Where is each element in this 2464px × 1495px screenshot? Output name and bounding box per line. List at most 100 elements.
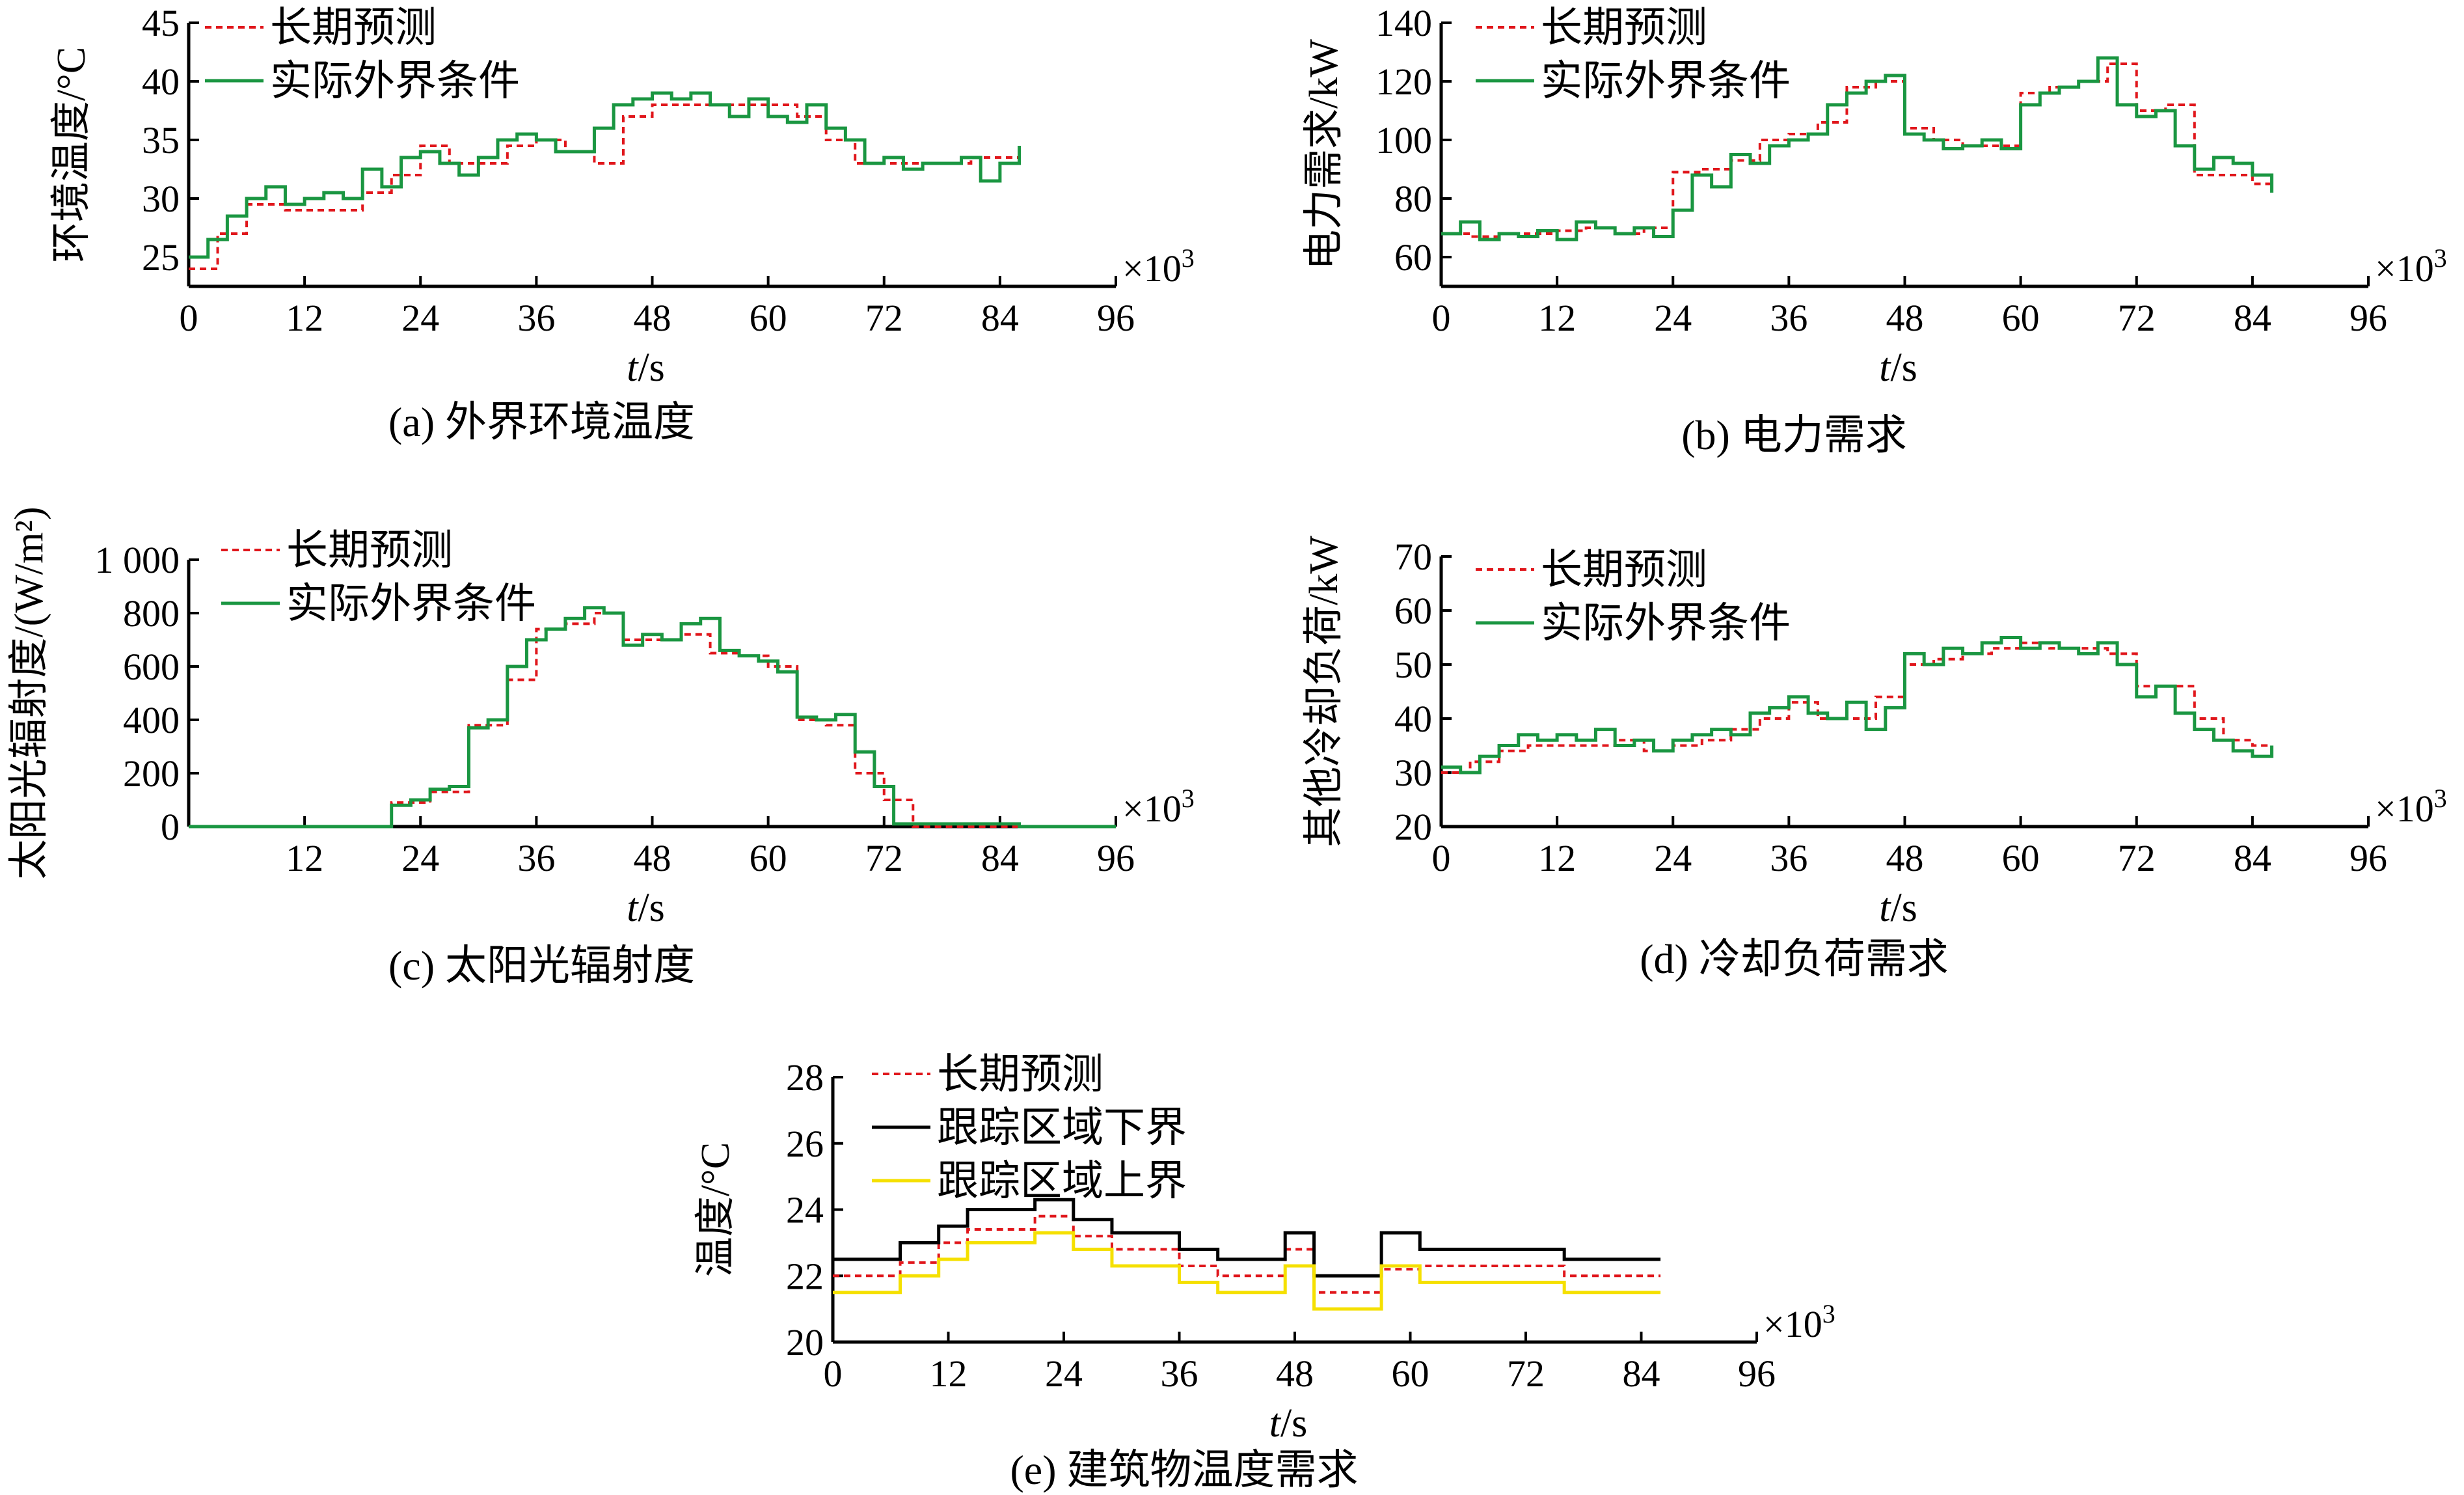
x-tick-label: 48 bbox=[634, 837, 671, 879]
x-axis-label-var: t bbox=[1269, 1401, 1282, 1446]
x-tick-label: 72 bbox=[865, 837, 903, 879]
x-tick-label: 24 bbox=[1045, 1352, 1083, 1395]
x-tick-label: 36 bbox=[517, 297, 555, 339]
x-multiplier-exponent: 3 bbox=[1822, 1299, 1835, 1328]
x-tick-label: 48 bbox=[1886, 837, 1924, 879]
y-tick-label: 600 bbox=[123, 646, 180, 688]
chart-panel-a: 0 12 24 36 48 60 72 84 96 25 30 35 40 45 ×103 t/s 环境温度/°… bbox=[49, 2, 1195, 445]
y-tick-label: 30 bbox=[142, 178, 180, 220]
x-tick-label: 12 bbox=[930, 1352, 968, 1395]
legend-label: 长期预测 bbox=[286, 527, 453, 573]
x-axis-label-var: t bbox=[1879, 886, 1891, 930]
x-tick-label: 96 bbox=[2349, 297, 2387, 339]
x-tick-label: 36 bbox=[1161, 1352, 1198, 1395]
chart-caption: (b) 电力需求 bbox=[1681, 412, 1907, 458]
x-tick-label: 12 bbox=[286, 837, 323, 879]
x-tick-label: 84 bbox=[981, 837, 1019, 879]
x-multiplier-exponent: 3 bbox=[1182, 243, 1195, 273]
x-tick-label: 96 bbox=[1097, 837, 1135, 879]
y-tick-label: 45 bbox=[142, 2, 180, 44]
x-tick-label: 60 bbox=[1392, 1352, 1429, 1395]
x-axis-label-var: t bbox=[1879, 346, 1891, 390]
x-tick-label: 72 bbox=[2118, 837, 2156, 879]
y-tick-label: 35 bbox=[142, 119, 180, 161]
series-line-1 bbox=[1441, 636, 2274, 775]
y-tick-label: 80 bbox=[1394, 178, 1432, 220]
legend-label: 跟踪区域上界 bbox=[937, 1158, 1187, 1204]
legend-label: 长期预测 bbox=[1541, 547, 1707, 593]
x-tick-label: 24 bbox=[401, 297, 439, 339]
x-axis-label-unit: /s bbox=[638, 346, 664, 390]
legend-label: 长期预测 bbox=[270, 5, 437, 51]
x-tick-label: 60 bbox=[750, 837, 787, 879]
x-tick-label: 72 bbox=[865, 297, 903, 339]
x-axis-label-unit: /s bbox=[1890, 886, 1917, 930]
y-tick-label: 26 bbox=[786, 1123, 824, 1165]
series-line-0 bbox=[1441, 641, 2272, 774]
x-axis-label-unit: /s bbox=[1890, 346, 1917, 390]
y-tick-label: 140 bbox=[1375, 2, 1432, 44]
x-axis-label-var: t bbox=[627, 886, 639, 930]
x-multiplier-exponent: 3 bbox=[2434, 243, 2447, 273]
y-tick-label: 70 bbox=[1394, 536, 1432, 578]
series-line-1 bbox=[189, 606, 1116, 829]
y-tick-label: 20 bbox=[1394, 806, 1432, 848]
x-tick-label: 84 bbox=[1623, 1352, 1660, 1395]
x-multiplier-label: ×103 bbox=[2375, 784, 2447, 830]
x-tick-label: 0 bbox=[1432, 297, 1451, 339]
x-tick-label: 48 bbox=[1886, 297, 1924, 339]
x-axis-label-unit: /s bbox=[1280, 1401, 1307, 1446]
legend-label: 实际外界条件 bbox=[1541, 58, 1791, 104]
x-tick-label: 48 bbox=[634, 297, 671, 339]
y-axis-label: 其他冷却负荷/kW bbox=[1302, 536, 1346, 847]
chart-caption: (d) 冷却负荷需求 bbox=[1640, 936, 1949, 982]
x-tick-label: 0 bbox=[180, 297, 198, 339]
x-multiplier-label: ×103 bbox=[1122, 784, 1195, 830]
x-tick-label: 60 bbox=[2002, 297, 2040, 339]
series-line-0 bbox=[833, 1214, 1661, 1294]
x-tick-label: 96 bbox=[1097, 297, 1135, 339]
x-axis-label: t/s bbox=[1879, 346, 1917, 390]
y-tick-label: 800 bbox=[123, 592, 180, 635]
x-multiplier-label: ×103 bbox=[1122, 243, 1195, 290]
y-tick-label: 0 bbox=[161, 806, 180, 848]
x-tick-label: 36 bbox=[1770, 297, 1807, 339]
y-tick-label: 24 bbox=[786, 1189, 824, 1231]
x-tick-label: 84 bbox=[981, 297, 1019, 339]
y-tick-label: 100 bbox=[1375, 119, 1432, 161]
x-tick-label: 12 bbox=[1538, 297, 1576, 339]
series-line-1 bbox=[1441, 56, 2274, 241]
series-line-2 bbox=[833, 1231, 1661, 1311]
chart-caption: (a) 外界环境温度 bbox=[388, 399, 695, 445]
x-axis-label: t/s bbox=[627, 886, 665, 930]
x-tick-label: 96 bbox=[1738, 1352, 1776, 1395]
y-tick-label: 28 bbox=[786, 1056, 824, 1099]
chart-caption: (e) 建筑物温度需求 bbox=[1010, 1447, 1358, 1493]
x-axis-label-unit: /s bbox=[638, 886, 664, 930]
legend-label: 实际外界条件 bbox=[1541, 600, 1791, 646]
y-axis-label: 环境温度/°C bbox=[49, 47, 94, 262]
y-tick-label: 40 bbox=[1394, 698, 1432, 740]
y-axis-label: 电力需求/kW bbox=[1302, 39, 1346, 270]
x-tick-label: 0 bbox=[1432, 837, 1451, 879]
chart-panel-e: 0 12 24 36 48 60 72 84 96 20 22 24 26 28 ×103 t/s 温度/°C (… bbox=[694, 1051, 1835, 1493]
series-line-0 bbox=[1441, 62, 2272, 238]
y-tick-label: 120 bbox=[1375, 61, 1432, 103]
y-tick-label: 30 bbox=[1394, 752, 1432, 794]
y-tick-label: 20 bbox=[786, 1321, 824, 1364]
y-tick-label: 200 bbox=[123, 752, 180, 795]
chart-panel-d: 0 12 24 36 48 60 72 84 96 20 30 40 50 60 70 ×103 t/s 其他冷却… bbox=[1302, 536, 2447, 982]
y-tick-label: 1 000 bbox=[95, 539, 180, 581]
y-tick-label: 40 bbox=[142, 61, 180, 103]
series-line-1 bbox=[189, 91, 1022, 259]
y-tick-label: 60 bbox=[1394, 590, 1432, 632]
x-multiplier-exponent: 3 bbox=[2434, 784, 2447, 813]
x-tick-label: 60 bbox=[2002, 837, 2040, 879]
chart-panel-c: 12 24 36 48 60 72 84 96 0 200 400 600 800 1 000 ×103 t/… bbox=[7, 506, 1195, 989]
x-tick-label: 24 bbox=[1654, 837, 1692, 879]
